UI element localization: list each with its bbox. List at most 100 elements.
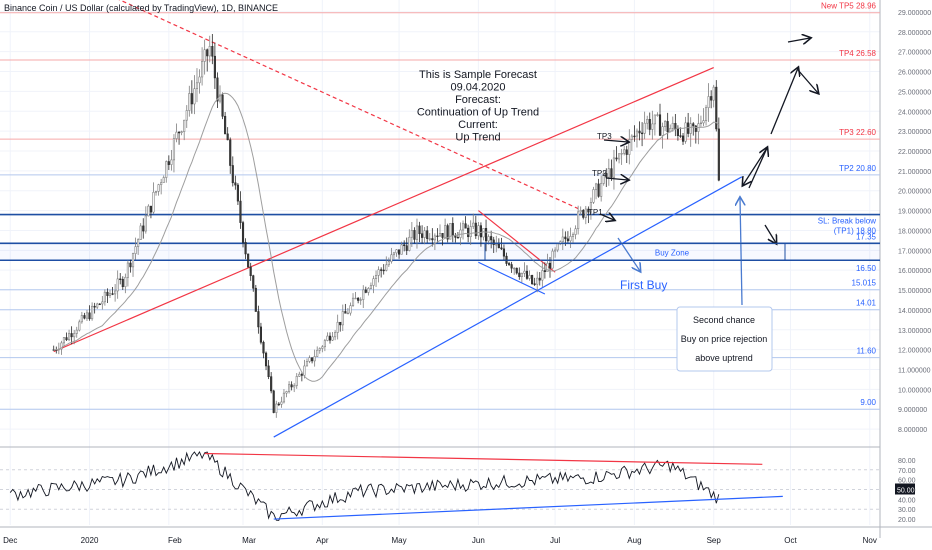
candle-body — [285, 391, 288, 394]
candle-body — [638, 130, 641, 134]
first-buy-label: First Buy — [620, 278, 667, 292]
candle-body — [497, 244, 500, 249]
candle-body — [341, 311, 344, 326]
candle-body — [717, 128, 720, 181]
candle-body — [321, 346, 324, 349]
candle-body — [134, 246, 137, 254]
candle-body — [349, 305, 352, 314]
candle-body — [272, 390, 275, 413]
candle-body — [633, 135, 636, 138]
candle-body — [152, 191, 155, 213]
candle-body — [664, 121, 667, 127]
candle-body — [165, 161, 168, 178]
candle-body — [623, 149, 626, 154]
candle-body — [270, 376, 273, 392]
candle-body — [137, 239, 140, 247]
candle-body — [103, 291, 106, 303]
candle-body — [600, 183, 603, 197]
candle-body — [508, 263, 511, 265]
candle-body — [175, 131, 178, 139]
candle-body — [467, 227, 470, 238]
candle-body — [403, 244, 406, 247]
candle-body — [410, 230, 413, 238]
time-tick-label: Dec — [3, 536, 17, 545]
candle-body — [80, 315, 83, 323]
candle-body — [500, 247, 503, 250]
time-tick-label: May — [392, 536, 407, 545]
candle-body — [405, 245, 408, 251]
candle-body — [298, 373, 301, 377]
tp2-label: TP2 — [592, 169, 607, 178]
candle-body — [566, 238, 569, 242]
candle-body — [303, 365, 306, 376]
candle-body — [592, 189, 595, 203]
candle-body — [311, 357, 314, 362]
candle-body — [75, 329, 78, 334]
candle-body — [213, 55, 216, 79]
wedge-upper-line — [477, 210, 556, 273]
candle-body — [541, 270, 544, 281]
candle-body — [229, 139, 232, 166]
candle-body — [308, 357, 311, 362]
price-tick-label: 24.000000 — [898, 109, 931, 116]
candle-body — [469, 226, 472, 238]
level-label: 15.015 — [852, 279, 877, 288]
candle-body — [234, 182, 237, 186]
price-tick-label: 21.000000 — [898, 169, 931, 176]
candle-body — [193, 88, 196, 105]
candle-body — [531, 275, 534, 285]
candle-body — [244, 241, 247, 255]
candle-body — [60, 342, 63, 350]
candle-body — [124, 277, 127, 288]
candle-body — [65, 337, 68, 341]
rsi-current-value: 50.00 — [897, 487, 915, 494]
candle-body — [676, 128, 679, 136]
candle-body — [395, 249, 398, 254]
candle-body — [262, 341, 265, 354]
candle-body — [364, 289, 367, 293]
candle-body — [431, 238, 434, 241]
candle-body — [449, 223, 452, 240]
candle-body — [218, 94, 222, 102]
buy-zone — [0, 243, 880, 261]
candle-body — [354, 297, 357, 300]
candle-body — [712, 86, 715, 101]
candle-body — [620, 153, 623, 155]
candle-body — [646, 119, 649, 124]
candle-body — [183, 119, 186, 132]
candle-body — [172, 138, 176, 161]
candle-body — [221, 94, 224, 117]
candle-body — [579, 210, 582, 213]
second-chance-label: above uptrend — [695, 353, 753, 363]
candle-body — [326, 335, 329, 341]
level-label: TP3 22.60 — [839, 128, 876, 137]
price-tick-label: 14.000000 — [898, 308, 931, 315]
candle-body — [421, 233, 424, 238]
rsi-tick-label: 80.00 — [898, 458, 916, 465]
candle-body — [584, 208, 587, 218]
candle-body — [185, 110, 188, 121]
forecast-note-line: 09.04.2020 — [450, 82, 505, 94]
price-tick-label: 26.000000 — [898, 70, 931, 77]
level-label: SL: Break below — [818, 217, 876, 226]
candle-body — [615, 157, 618, 160]
candle-body — [328, 335, 332, 341]
candle-body — [702, 120, 705, 124]
time-tick-label: Jun — [472, 536, 485, 545]
candle-body — [290, 384, 293, 388]
candle-body — [259, 326, 262, 343]
candle-body — [569, 236, 572, 242]
time-tick-label: Aug — [627, 536, 641, 545]
candle-body — [438, 233, 442, 237]
candle-body — [387, 261, 390, 266]
candle-body — [625, 149, 628, 155]
candle-body — [689, 123, 692, 134]
candle-body — [351, 297, 355, 306]
price-tick-label: 28.000000 — [898, 30, 931, 37]
candle-body — [492, 239, 495, 245]
candle-body — [382, 269, 385, 272]
candle-body — [106, 291, 109, 296]
candle-body — [556, 243, 559, 251]
candle-body — [597, 183, 600, 197]
